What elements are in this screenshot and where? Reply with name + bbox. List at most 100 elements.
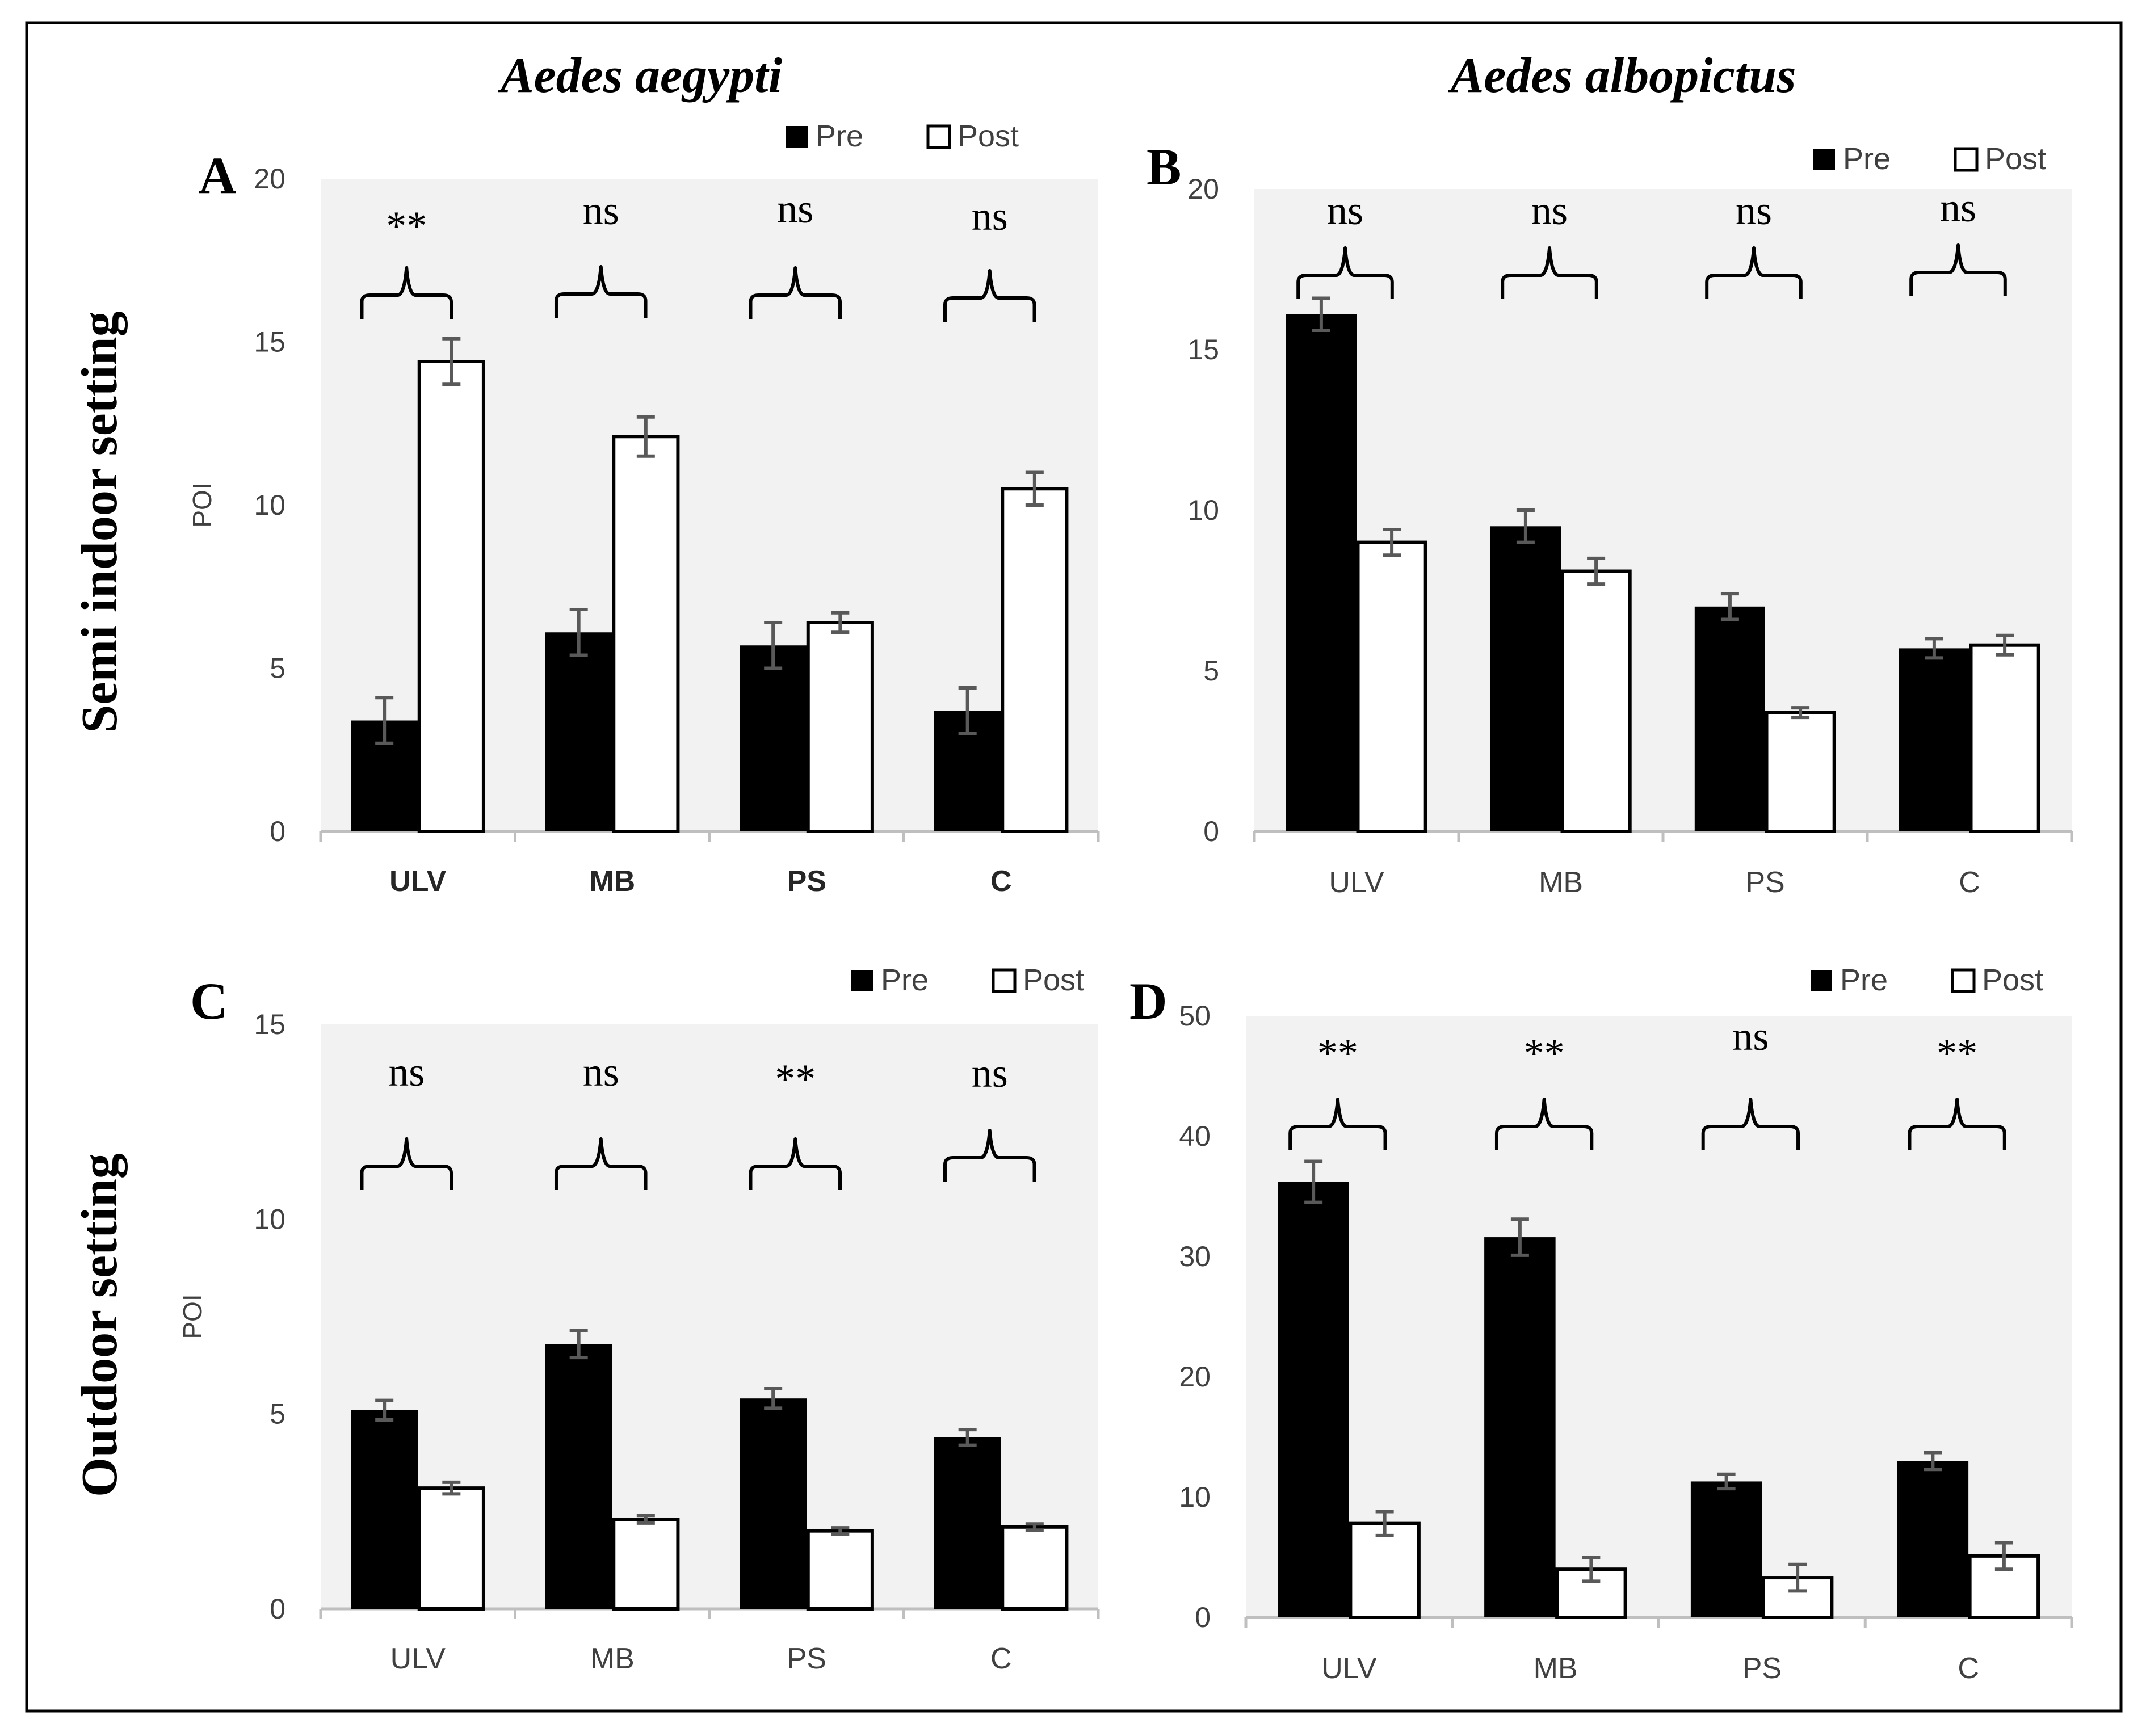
y-tick-label: 0 — [270, 1593, 285, 1625]
chart-panels: 0 5 10 15 20 POI ULV ** MB ns PS ns Cns A Pre Post 0 5 10 1… — [178, 119, 2073, 1685]
y-axis-title: POI — [178, 1294, 207, 1339]
y-tick-label: 5 — [270, 653, 285, 684]
significance-brace — [360, 266, 453, 319]
y-tick-label: 40 — [1179, 1120, 1211, 1152]
legend-swatch-post — [1951, 968, 1976, 993]
significance-label: ** — [1937, 1031, 1977, 1076]
bar-post-ulv — [1349, 1521, 1421, 1619]
x-tick-label-c: C — [990, 865, 1012, 898]
significance-brace — [554, 1137, 648, 1190]
significance-label: ** — [1524, 1031, 1565, 1076]
x-tick-label-c: C — [1958, 1652, 1979, 1685]
bar-pre-mb — [1490, 526, 1561, 831]
y-tick-label: 10 — [1187, 494, 1219, 526]
y-tick-label: 0 — [270, 816, 285, 847]
legend-swatch-pre — [851, 970, 873, 991]
significance-brace — [360, 1137, 453, 1190]
legend-swatch-post — [1954, 147, 1979, 172]
significance-brace — [749, 1137, 842, 1190]
significance-brace — [1705, 246, 1803, 299]
x-tick-label-c: C — [1959, 866, 1980, 899]
y-tick-label: 15 — [254, 326, 285, 358]
legend-label-pre: Pre — [816, 119, 863, 153]
legend: Pre Post — [851, 963, 1084, 997]
bar-post-mb — [612, 1518, 680, 1611]
significance-brace — [1288, 1098, 1387, 1150]
significance-label: ns — [777, 186, 813, 232]
species-title-right: Aedes albopictus — [1448, 48, 1796, 103]
panel-letter-b: B — [1147, 138, 1181, 196]
significance-label: ** — [386, 203, 427, 249]
x-tick-label-ulv: ULV — [390, 1642, 446, 1675]
significance-label: ns — [583, 1049, 619, 1095]
x-tick-label-ps: PS — [787, 865, 826, 898]
y-tick-label: 15 — [254, 1008, 285, 1040]
x-tick-label-ps: PS — [787, 1642, 826, 1675]
significance-brace — [554, 265, 648, 318]
x-tick-label-mb: MB — [1539, 866, 1583, 899]
bar-post-c — [1969, 643, 2040, 833]
significance-brace — [1701, 1098, 1800, 1150]
legend-label-post: Post — [1985, 142, 2046, 176]
significance-label: ns — [1940, 185, 1976, 230]
bar-post-ps — [1765, 711, 1836, 833]
legend-swatch-post — [926, 124, 951, 149]
significance-label: ns — [972, 194, 1008, 239]
panel-c: 0 5 10 15 POI ULV ns MB ns PS ** Cns C Pre Post — [178, 963, 1100, 1675]
legend-label-pre: Pre — [1843, 142, 1891, 176]
bar-pre-ps — [740, 645, 807, 831]
species-title-left: Aedes aegypti — [498, 48, 783, 103]
significance-brace — [1501, 246, 1598, 299]
panel-b: 0 5 10 15 20 ULV ns MB ns PS ns Cns B Pre Post — [1147, 138, 2073, 899]
y-tick-label: 50 — [1179, 1000, 1211, 1032]
x-tick-label-ulv: ULV — [389, 865, 446, 898]
legend-label-post: Post — [1982, 963, 2043, 997]
significance-label: ns — [1531, 188, 1568, 233]
y-tick-label: 20 — [1187, 173, 1219, 205]
bar-post-ps — [806, 1529, 874, 1611]
legend-label-post: Post — [1023, 963, 1084, 997]
significance-label: ** — [775, 1056, 816, 1102]
panel-letter-c: C — [190, 972, 228, 1030]
significance-label: ** — [1317, 1031, 1358, 1076]
bar-post-c — [1001, 1525, 1069, 1611]
bar-pre-ps — [740, 1398, 807, 1609]
y-tick-label: 10 — [1179, 1481, 1211, 1513]
legend-label-post: Post — [957, 119, 1019, 153]
legend: Pre Post — [786, 119, 1019, 153]
y-tick-label: 20 — [254, 163, 285, 195]
significance-brace — [1909, 243, 2007, 296]
significance-label: ns — [1732, 1014, 1769, 1059]
significance-brace — [1296, 246, 1394, 299]
x-tick-label-ps: PS — [1745, 866, 1784, 899]
legend-swatch-pre — [786, 126, 808, 148]
significance-label: ns — [583, 188, 619, 233]
x-tick-label-ulv: ULV — [1321, 1652, 1377, 1685]
bar-pre-mb — [1484, 1237, 1556, 1617]
y-tick-label: 30 — [1179, 1241, 1211, 1272]
bar-pre-mb — [545, 1344, 612, 1609]
bar-pre-ps — [1690, 1481, 1762, 1617]
y-tick-label: 0 — [1203, 816, 1219, 847]
bar-post-ulv — [417, 360, 485, 833]
significance-label: ns — [1736, 188, 1772, 233]
bar-pre-c — [934, 1437, 1001, 1609]
bar-post-c — [1001, 487, 1069, 833]
x-tick-label-ps: PS — [1742, 1652, 1782, 1685]
y-tick-label: 10 — [254, 1203, 285, 1235]
significance-brace — [943, 269, 1036, 322]
panel-letter-d: D — [1129, 972, 1167, 1030]
bar-post-mb — [612, 435, 680, 833]
x-tick-label-mb: MB — [590, 1642, 635, 1675]
significance-brace — [1494, 1098, 1594, 1150]
y-tick-label: 20 — [1179, 1361, 1211, 1393]
x-tick-label-c: C — [990, 1642, 1012, 1675]
legend-swatch-pre — [1813, 149, 1835, 170]
panel-letter-a: A — [199, 146, 236, 204]
panel-d: 0 10 20 30 40 50 ULV ** MB ** PS ns C ** D Pre Post — [1129, 963, 2073, 1685]
bar-pre-ps — [1694, 606, 1765, 831]
x-tick-label-mb: MB — [1534, 1652, 1578, 1685]
significance-brace — [1908, 1098, 2006, 1150]
x-tick-label-ulv: ULV — [1329, 866, 1384, 899]
bar-post-ulv — [1356, 540, 1427, 833]
